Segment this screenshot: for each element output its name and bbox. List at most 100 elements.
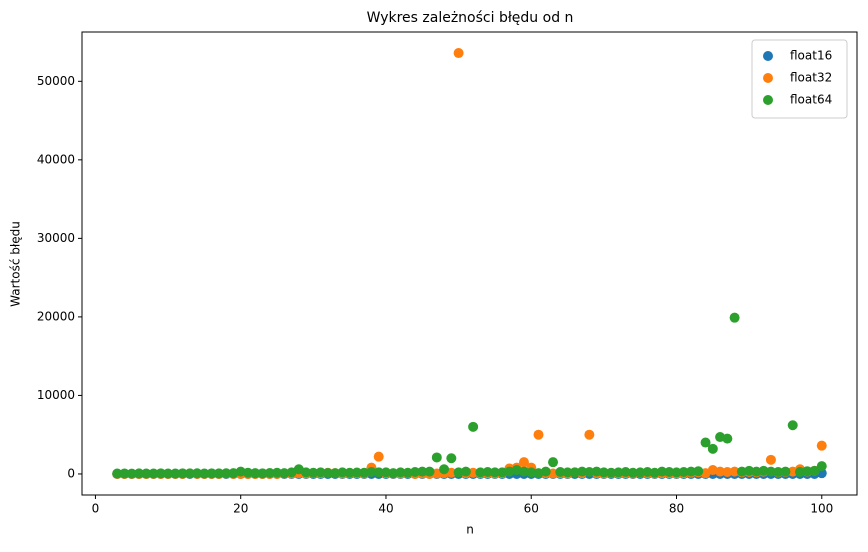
point — [424, 466, 435, 477]
legend-label: float64 — [790, 93, 832, 107]
point — [548, 457, 559, 468]
y-tick-label: 40000 — [37, 152, 75, 166]
point — [199, 468, 210, 479]
point — [373, 451, 384, 462]
point — [816, 440, 827, 451]
point — [431, 452, 442, 463]
point — [722, 433, 733, 444]
point — [155, 468, 166, 479]
point — [526, 467, 537, 478]
point — [272, 467, 283, 478]
point — [184, 468, 195, 479]
point — [366, 466, 377, 477]
point — [170, 468, 181, 479]
point — [744, 465, 755, 476]
point — [794, 466, 805, 477]
point — [518, 457, 529, 468]
point — [242, 467, 253, 478]
point — [301, 467, 312, 478]
point — [765, 466, 776, 477]
x-tick-label: 20 — [233, 502, 248, 516]
point — [177, 468, 188, 479]
point — [308, 467, 319, 478]
point — [402, 467, 413, 478]
point — [693, 466, 704, 477]
point — [584, 429, 595, 440]
point — [192, 468, 203, 479]
point — [322, 468, 333, 479]
point — [257, 468, 268, 479]
point — [410, 466, 421, 477]
point — [620, 466, 631, 477]
y-tick-label: 50000 — [37, 74, 75, 88]
point — [337, 467, 348, 478]
point — [555, 466, 566, 477]
y-tick-label: 0 — [67, 466, 75, 480]
x-tick-label: 40 — [378, 502, 393, 516]
point — [598, 467, 609, 478]
point — [344, 467, 355, 478]
point — [656, 466, 667, 477]
point — [678, 466, 689, 477]
x-axis-label: n — [466, 523, 474, 537]
point — [126, 468, 137, 479]
point — [119, 468, 130, 479]
y-tick-label: 10000 — [37, 388, 75, 402]
point — [577, 466, 588, 477]
point — [751, 466, 762, 477]
point — [787, 420, 798, 431]
point — [671, 467, 682, 478]
point — [206, 468, 217, 479]
point — [722, 466, 733, 477]
point — [148, 468, 159, 479]
point — [453, 48, 464, 59]
point — [715, 466, 726, 477]
point — [540, 466, 551, 477]
point — [134, 468, 145, 479]
point — [809, 465, 820, 476]
point — [279, 468, 290, 479]
point — [591, 466, 602, 477]
point — [736, 466, 747, 477]
point — [562, 467, 573, 478]
legend-marker — [763, 73, 773, 83]
point — [635, 467, 646, 478]
point — [533, 429, 544, 440]
point — [780, 466, 791, 477]
point — [475, 467, 486, 478]
legend-label: float32 — [790, 71, 832, 85]
plot-frame — [81, 31, 858, 496]
x-tick-label: 100 — [810, 502, 833, 516]
x-tick-label: 0 — [92, 502, 100, 516]
point — [729, 312, 740, 323]
point — [489, 467, 500, 478]
legend-box — [751, 39, 848, 119]
x-tick-label: 80 — [669, 502, 684, 516]
point — [642, 466, 653, 477]
point — [627, 467, 638, 478]
point — [664, 466, 675, 477]
point — [373, 467, 384, 478]
y-axis-label: Wartość błędu — [9, 221, 23, 307]
point — [460, 466, 471, 477]
point — [213, 468, 224, 479]
point — [569, 467, 580, 478]
y-tick-label: 20000 — [37, 309, 75, 323]
point — [359, 467, 370, 478]
point — [221, 468, 232, 479]
point — [816, 461, 827, 472]
point — [729, 466, 740, 477]
point — [250, 468, 261, 479]
point — [773, 466, 784, 477]
chart-title: Wykres zależności błędu od n — [367, 10, 574, 26]
y-tick-label: 30000 — [37, 231, 75, 245]
point — [606, 467, 617, 478]
point — [330, 468, 341, 479]
point — [315, 467, 326, 478]
point — [351, 467, 362, 478]
legend-marker — [763, 95, 773, 105]
point — [380, 467, 391, 478]
point — [439, 464, 450, 475]
